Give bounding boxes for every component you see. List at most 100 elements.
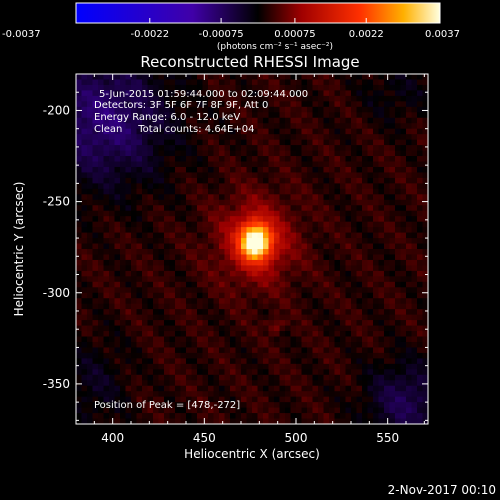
heatmap-cell <box>323 303 330 310</box>
heatmap-cell <box>175 123 182 130</box>
heatmap-cell <box>191 134 198 141</box>
heatmap-cell <box>164 374 171 381</box>
heatmap-cell <box>169 156 176 163</box>
heatmap-cell <box>76 123 83 130</box>
heatmap-cell <box>186 358 193 365</box>
heatmap-cell <box>406 221 413 228</box>
heatmap-cell <box>351 309 358 316</box>
heatmap-cell <box>208 402 215 409</box>
heatmap-cell <box>103 150 110 157</box>
heatmap-cell <box>235 134 242 141</box>
heatmap-cell <box>114 380 121 387</box>
heatmap-cell <box>263 254 270 261</box>
heatmap-cell <box>395 407 402 414</box>
heatmap-cell <box>340 363 347 370</box>
heatmap-cell <box>395 369 402 376</box>
heatmap-cell <box>241 331 248 338</box>
heatmap-cell <box>191 150 198 157</box>
heatmap-cell <box>230 298 237 305</box>
heatmap-cell <box>191 402 198 409</box>
heatmap-cell <box>120 391 127 398</box>
heatmap-cell <box>125 188 132 195</box>
heatmap-cell <box>367 79 374 86</box>
heatmap-cell <box>279 156 286 163</box>
heatmap-cell <box>307 216 314 223</box>
heatmap-cell <box>92 396 99 403</box>
heatmap-cell <box>373 84 380 92</box>
heatmap-cell <box>153 205 160 212</box>
heatmap-cell <box>186 95 193 102</box>
heatmap-cell <box>378 391 385 398</box>
heatmap-cell <box>147 205 154 212</box>
heatmap-cell <box>362 156 369 163</box>
heatmap-cell <box>142 331 149 338</box>
heatmap-cell <box>197 128 204 135</box>
heatmap-cell <box>186 380 193 387</box>
heatmap-cell <box>224 347 231 354</box>
heatmap-cell <box>219 276 226 283</box>
heatmap-cell <box>323 134 330 141</box>
heatmap-cell <box>373 303 380 310</box>
heatmap-cell <box>213 254 220 261</box>
heatmap-cell <box>252 270 259 277</box>
heatmap-cell <box>279 259 286 267</box>
heatmap-cell <box>114 112 121 119</box>
heatmap-cell <box>362 205 369 212</box>
heatmap-cell <box>329 287 336 294</box>
heatmap-cell <box>312 74 319 81</box>
heatmap-cell <box>81 183 88 190</box>
heatmap-cell <box>76 391 83 398</box>
heatmap-cell <box>252 259 259 267</box>
heatmap-cell <box>131 413 138 420</box>
heatmap-cell <box>191 156 198 163</box>
heatmap-cell <box>356 336 363 343</box>
heatmap-cell <box>125 265 132 272</box>
heatmap-cell <box>268 150 275 157</box>
heatmap-cell <box>114 413 121 420</box>
heatmap-cell <box>395 79 402 86</box>
heatmap-cell <box>175 205 182 212</box>
heatmap-cell <box>120 123 127 130</box>
heatmap-cell <box>340 134 347 141</box>
heatmap-cell <box>252 194 259 201</box>
heatmap-cell <box>241 303 248 310</box>
heatmap-cell <box>197 314 204 321</box>
heatmap-cell <box>263 314 270 321</box>
heatmap-cell <box>367 238 374 245</box>
heatmap-cell <box>191 205 198 212</box>
heatmap-cell <box>400 347 407 354</box>
heatmap-cell <box>389 161 396 168</box>
heatmap-cell <box>147 74 154 81</box>
heatmap-cell <box>274 79 281 86</box>
heatmap-cell <box>356 347 363 354</box>
heatmap-cell <box>103 166 110 174</box>
heatmap-cell <box>296 134 303 141</box>
heatmap-cell <box>169 336 176 343</box>
heatmap-cell <box>164 254 171 261</box>
heatmap-cell <box>389 216 396 223</box>
heatmap-cell <box>98 123 105 130</box>
heatmap-cell <box>411 128 418 135</box>
heatmap-cell <box>395 336 402 343</box>
heatmap-cell <box>87 238 94 245</box>
heatmap-cell <box>180 238 187 245</box>
heatmap-cell <box>384 402 391 409</box>
heatmap-cell <box>175 74 182 81</box>
heatmap-cell <box>197 413 204 420</box>
heatmap-cell <box>362 298 369 305</box>
heatmap-cell <box>87 166 94 174</box>
heatmap-cell <box>378 276 385 283</box>
heatmap-cell <box>92 150 99 157</box>
heatmap-cell <box>323 221 330 228</box>
heatmap-cell <box>312 90 319 97</box>
heatmap-cell <box>87 221 94 228</box>
heatmap-cell <box>340 287 347 294</box>
heatmap-cell <box>230 314 237 321</box>
heatmap-cell <box>268 249 275 256</box>
heatmap-cell <box>136 314 143 321</box>
heatmap-cell <box>351 188 358 195</box>
heatmap-cell <box>312 145 319 152</box>
heatmap-cell <box>417 309 424 316</box>
heatmap-cell <box>422 287 428 294</box>
heatmap-cell <box>340 407 347 414</box>
